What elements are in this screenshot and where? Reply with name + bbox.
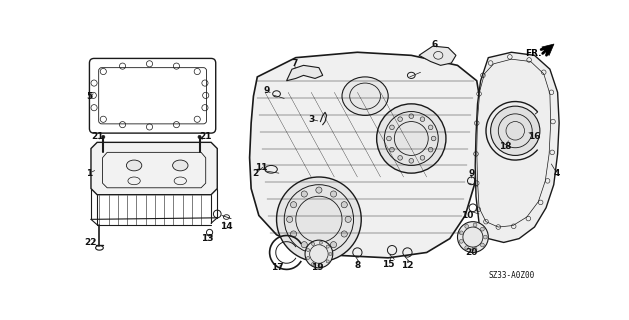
Ellipse shape [459,231,463,235]
Ellipse shape [389,125,394,130]
Ellipse shape [320,264,323,267]
Ellipse shape [465,224,469,228]
Ellipse shape [481,227,484,231]
Ellipse shape [291,202,297,208]
Text: 9: 9 [468,169,474,178]
Polygon shape [250,52,481,258]
Ellipse shape [330,242,337,248]
Ellipse shape [341,202,347,208]
Ellipse shape [316,245,322,252]
Ellipse shape [345,216,351,222]
Text: 13: 13 [201,234,213,243]
Ellipse shape [428,125,433,130]
Text: 21: 21 [199,132,212,141]
Text: 6: 6 [431,40,438,49]
Text: 16: 16 [528,132,541,141]
Ellipse shape [491,106,540,156]
Ellipse shape [428,147,433,152]
Ellipse shape [198,135,201,139]
Polygon shape [91,142,217,195]
Ellipse shape [301,191,308,197]
Ellipse shape [311,243,314,245]
Ellipse shape [483,235,487,239]
Ellipse shape [326,245,330,248]
Ellipse shape [342,77,388,116]
Ellipse shape [398,117,403,122]
Text: 22: 22 [85,238,97,247]
Text: 2: 2 [253,169,259,178]
Ellipse shape [457,222,488,252]
Ellipse shape [301,242,308,248]
Ellipse shape [126,160,142,171]
Polygon shape [475,52,559,243]
Text: 12: 12 [401,261,414,270]
Ellipse shape [329,252,332,256]
Polygon shape [419,46,456,65]
Ellipse shape [465,246,469,250]
Text: 14: 14 [220,222,233,231]
Text: 11: 11 [255,163,267,172]
Text: 8: 8 [354,261,360,270]
Ellipse shape [420,117,425,122]
Ellipse shape [291,231,297,237]
Text: 15: 15 [382,260,394,268]
Text: 17: 17 [271,263,284,272]
Ellipse shape [305,240,333,268]
Ellipse shape [341,231,347,237]
Ellipse shape [330,191,337,197]
Text: 10: 10 [460,211,473,220]
Text: 4: 4 [554,169,560,178]
Ellipse shape [172,160,188,171]
Ellipse shape [459,239,463,243]
Ellipse shape [102,135,105,139]
Text: 1: 1 [86,169,92,178]
Text: 9: 9 [264,86,270,95]
Ellipse shape [420,156,425,160]
Ellipse shape [316,187,322,193]
Polygon shape [287,65,323,81]
Text: 18: 18 [499,142,511,151]
Ellipse shape [377,104,446,173]
Ellipse shape [320,241,323,244]
Ellipse shape [473,223,477,227]
Ellipse shape [277,177,361,262]
Ellipse shape [409,114,414,118]
Ellipse shape [311,262,314,266]
Ellipse shape [287,216,292,222]
Ellipse shape [409,158,414,163]
Ellipse shape [326,260,330,263]
Text: 3: 3 [308,115,314,124]
Text: 5: 5 [86,92,92,101]
Ellipse shape [473,247,477,251]
Text: FR.: FR. [525,49,541,58]
Text: 7: 7 [291,59,298,68]
Ellipse shape [306,249,309,252]
Text: 20: 20 [465,248,477,257]
Ellipse shape [431,136,436,141]
Ellipse shape [387,136,391,141]
FancyArrowPatch shape [542,44,554,55]
Text: SZ33-A0Z00: SZ33-A0Z00 [488,271,535,280]
Text: 19: 19 [311,263,324,272]
Ellipse shape [398,156,403,160]
Ellipse shape [389,147,394,152]
Ellipse shape [306,256,309,260]
Text: 21: 21 [91,132,103,141]
Ellipse shape [481,243,484,247]
